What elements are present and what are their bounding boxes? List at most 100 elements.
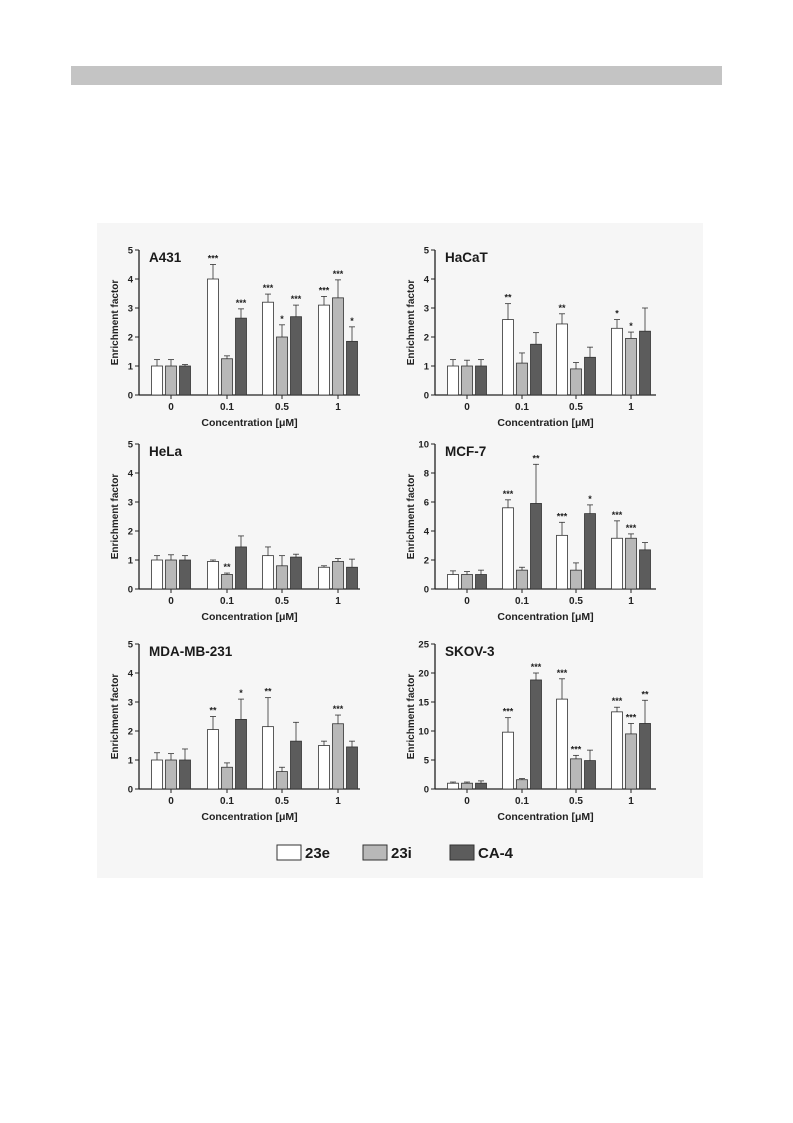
bar <box>276 336 288 396</box>
x-tick-label: 0 <box>464 596 470 607</box>
chart-hela: 0 1 2 3 4 5 0 0.1 0.5 1 Concentration [μM] Enrichme… <box>110 440 360 623</box>
x-tick-label: 1 <box>628 796 634 807</box>
x-tick-label: 0.1 <box>220 402 234 413</box>
bar <box>235 719 247 790</box>
significance-mark: *** <box>236 298 247 308</box>
x-tick-label: 0.5 <box>569 796 583 807</box>
bar <box>502 507 514 590</box>
bar <box>447 782 459 790</box>
y-axis-title: Enrichment factor <box>406 674 417 760</box>
significance-mark: ** <box>504 293 512 303</box>
x-tick-label: 1 <box>628 402 634 413</box>
bar <box>235 546 247 590</box>
y-tick-label: 8 <box>424 469 429 480</box>
legend-label: CA-4 <box>478 845 514 862</box>
y-tick-label: 5 <box>128 440 134 451</box>
x-tick-label: 0.1 <box>220 596 234 607</box>
chart-mda-mb-231: 0 1 2 3 4 5 0 0.1 0.5 1 Concentration [μM] Enrichme… <box>110 640 360 823</box>
y-tick-label: 5 <box>424 756 430 767</box>
x-tick-label: 0 <box>464 796 470 807</box>
x-tick-label: 1 <box>335 596 341 607</box>
chart-title: HeLa <box>149 444 183 459</box>
significance-mark: *** <box>263 283 274 293</box>
bar <box>332 723 344 790</box>
y-tick-label: 4 <box>424 527 430 538</box>
x-tick-label: 0.1 <box>220 796 234 807</box>
y-tick-label: 4 <box>128 275 134 286</box>
bar <box>639 330 651 396</box>
x-tick-label: 0.1 <box>515 796 529 807</box>
y-tick-label: 0 <box>424 391 429 402</box>
bar <box>207 561 219 590</box>
y-axis-title: Enrichment factor <box>110 474 121 560</box>
y-axis-title: Enrichment factor <box>406 474 417 560</box>
y-tick-label: 0 <box>128 585 133 596</box>
significance-mark: *** <box>557 511 568 521</box>
bar <box>475 782 487 790</box>
bar <box>290 316 302 396</box>
bar <box>556 698 568 790</box>
bar <box>570 569 582 590</box>
bar <box>165 559 177 590</box>
bar <box>461 365 473 396</box>
chart-title: SKOV-3 <box>445 644 495 659</box>
bar <box>346 340 358 396</box>
chart-mcf-7: 0 2 4 6 8 10 0 0.1 0.5 1 Concentration [μM] Enrichm… <box>406 440 656 623</box>
bar <box>502 319 514 396</box>
y-tick-label: 15 <box>418 698 429 709</box>
x-tick-label: 0 <box>168 796 174 807</box>
significance-mark: *** <box>208 254 219 264</box>
significance-mark: ** <box>558 303 566 313</box>
bar <box>346 746 358 790</box>
page-header-bar <box>71 66 722 85</box>
bar <box>447 365 459 396</box>
significance-mark: *** <box>503 707 514 717</box>
significance-mark: *** <box>626 712 637 722</box>
x-tick-label: 1 <box>335 796 341 807</box>
x-tick-label: 1 <box>335 402 341 413</box>
bar <box>165 759 177 790</box>
significance-mark: *** <box>612 696 623 706</box>
y-tick-label: 3 <box>128 304 133 315</box>
bar <box>461 782 473 790</box>
chart-hacat: 0 1 2 3 4 5 0 0.1 0.5 1 Concentration [μM] Enrichme… <box>406 246 656 429</box>
bar <box>221 358 233 396</box>
y-tick-label: 2 <box>128 727 133 738</box>
legend-swatch <box>449 844 475 861</box>
bar <box>639 549 651 590</box>
significance-mark: *** <box>571 744 582 754</box>
x-tick-label: 0.5 <box>275 596 289 607</box>
bar <box>556 323 568 396</box>
y-tick-label: 1 <box>128 362 134 373</box>
bar <box>318 566 330 590</box>
significance-mark: * <box>588 494 592 504</box>
bar <box>584 356 596 396</box>
bar <box>151 559 163 590</box>
bar <box>447 574 459 590</box>
bar <box>318 745 330 790</box>
y-tick-label: 2 <box>128 333 133 344</box>
bar <box>276 771 288 790</box>
x-tick-label: 0.5 <box>275 402 289 413</box>
bar <box>235 317 247 396</box>
bar <box>516 779 528 790</box>
x-tick-label: 0.5 <box>569 402 583 413</box>
bar <box>262 301 274 396</box>
bar <box>318 304 330 396</box>
significance-mark: *** <box>319 285 330 295</box>
bar <box>639 723 651 790</box>
bar <box>207 729 219 790</box>
significance-mark: *** <box>291 294 302 304</box>
y-tick-label: 2 <box>424 556 429 567</box>
bar <box>611 711 623 790</box>
y-tick-label: 10 <box>418 440 429 451</box>
significance-mark: * <box>350 316 354 326</box>
chart-legend: 23e 23i CA-4 <box>276 844 514 862</box>
bar <box>475 365 487 396</box>
x-tick-label: 0.1 <box>515 596 529 607</box>
significance-mark: ** <box>532 453 540 463</box>
significance-mark: *** <box>557 668 568 678</box>
y-tick-label: 3 <box>424 304 429 315</box>
chart-title: MCF-7 <box>445 444 486 459</box>
x-axis-title: Concentration [μM] <box>497 611 593 623</box>
